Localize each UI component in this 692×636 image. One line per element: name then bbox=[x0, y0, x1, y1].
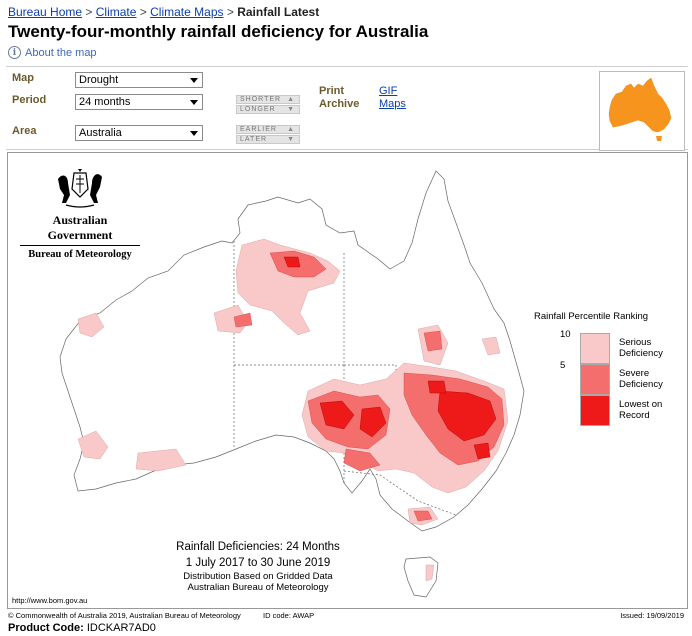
record-region-nt bbox=[283, 256, 301, 268]
severe-region-gippsland bbox=[413, 510, 433, 522]
map-controls: Map Drought Period 24 months Area Austra… bbox=[6, 66, 688, 151]
print-archive-label: Print Archive bbox=[319, 85, 359, 111]
chevron-down-icon bbox=[190, 131, 198, 136]
coat-of-arms-icon bbox=[58, 169, 102, 208]
serious-region-qld-coast bbox=[481, 336, 501, 356]
legend-label-record: Lowest on Record bbox=[619, 399, 663, 421]
legend-label-serious: Serious Deficiency bbox=[619, 337, 663, 359]
serious-region-sa-south bbox=[135, 448, 187, 472]
caption-title: Rainfall Deficiencies: 24 Months bbox=[176, 541, 340, 553]
legend-tick-10: 10 bbox=[560, 329, 571, 340]
about-map-link[interactable]: i About the map bbox=[8, 46, 97, 59]
breadcrumb-climate[interactable]: Climate bbox=[95, 5, 137, 19]
bom-url: http://www.bom.gov.au bbox=[12, 596, 88, 605]
maps-link[interactable]: Maps bbox=[379, 98, 406, 110]
australia-map bbox=[59, 170, 525, 598]
period-select[interactable]: 24 months bbox=[75, 94, 203, 110]
map-select[interactable]: Drought bbox=[75, 72, 203, 88]
map-label: Map bbox=[12, 72, 34, 84]
severe-region-nt-b bbox=[233, 312, 253, 328]
map-select-value: Drought bbox=[79, 74, 119, 86]
legend-swatch-severe bbox=[580, 364, 610, 395]
info-icon: i bbox=[8, 46, 21, 59]
longer-button[interactable]: LONGER ▼ bbox=[236, 105, 300, 114]
record-region-nsw-west bbox=[359, 406, 387, 438]
period-select-value: 24 months bbox=[79, 96, 131, 108]
earlier-button[interactable]: EARLIER ▲ bbox=[236, 125, 300, 134]
chevron-down-icon bbox=[190, 78, 198, 83]
breadcrumb-climate-maps[interactable]: Climate Maps bbox=[150, 5, 224, 19]
severe-region-sa-gulf bbox=[343, 448, 381, 472]
agency-logo: Australian Government Bureau of Meteorol… bbox=[20, 167, 140, 260]
legend-tick-5: 5 bbox=[560, 360, 566, 371]
area-select[interactable]: Australia bbox=[75, 125, 203, 141]
area-label: Area bbox=[12, 125, 37, 137]
breadcrumb-separator: > bbox=[226, 5, 234, 19]
shorter-label: SHORTER bbox=[240, 96, 282, 103]
breadcrumb: Bureau Home > Climate > Climate Maps > R… bbox=[8, 5, 319, 19]
record-region-nsw-east bbox=[437, 390, 497, 442]
issued-date: Issued: 19/09/2019 bbox=[620, 611, 684, 620]
period-label: Period bbox=[12, 94, 47, 106]
serious-region-wa-pilbara bbox=[77, 312, 105, 338]
copyright-text: © Commonwealth of Australia 2019, Austra… bbox=[8, 611, 241, 620]
chevron-up-icon: ▲ bbox=[287, 96, 295, 103]
serious-region-tasmania bbox=[425, 564, 435, 582]
earlier-label: EARLIER bbox=[240, 126, 277, 133]
legend-title: Rainfall Percentile Ranking bbox=[534, 311, 649, 322]
page-title: Twenty-four-monthly rainfall deficiency … bbox=[8, 22, 429, 41]
severe-region-qld bbox=[423, 330, 443, 352]
caption-period: 1 July 2017 to 30 June 2019 bbox=[185, 557, 331, 569]
chevron-up-icon: ▲ bbox=[287, 126, 295, 133]
rainfall-deficiency-map: Australian Government Bureau of Meteorol… bbox=[7, 152, 688, 609]
shorter-button[interactable]: SHORTER ▲ bbox=[236, 95, 300, 104]
record-region-nsw-coast bbox=[473, 442, 491, 460]
product-code-value: IDCKAR7AD0 bbox=[86, 622, 156, 634]
print-archive-links: GIF Maps bbox=[379, 85, 406, 111]
agency-bureau: Bureau of Meteorology bbox=[28, 249, 132, 260]
agency-government: Australian Government bbox=[20, 213, 140, 246]
area-select-value: Australia bbox=[79, 127, 122, 139]
id-code-text: ID code: AWAP bbox=[263, 611, 315, 620]
tasmania-outline bbox=[403, 556, 439, 598]
map-caption: Rainfall Deficiencies: 24 Months 1 July … bbox=[128, 541, 388, 593]
about-map-label[interactable]: About the map bbox=[25, 46, 97, 59]
longer-label: LONGER bbox=[240, 106, 276, 113]
legend-swatch-serious bbox=[580, 333, 610, 364]
serious-region-wa-south bbox=[77, 430, 109, 460]
breadcrumb-current: Rainfall Latest bbox=[237, 5, 320, 19]
record-region-qld bbox=[427, 380, 447, 394]
australia-thumbnail-icon bbox=[608, 77, 672, 141]
product-code: Product Code: IDCKAR7AD0 bbox=[8, 622, 156, 634]
caption-source: Australian Bureau of Meteorology bbox=[187, 582, 329, 593]
gif-link[interactable]: GIF bbox=[379, 85, 398, 97]
product-code-label: Product Code: bbox=[8, 622, 84, 634]
breadcrumb-bureau-home[interactable]: Bureau Home bbox=[8, 5, 83, 19]
breadcrumb-separator: > bbox=[85, 5, 93, 19]
caption-distribution: Distribution Based on Gridded Data bbox=[183, 571, 333, 582]
later-button[interactable]: LATER ▼ bbox=[236, 135, 300, 144]
chevron-down-icon: ▼ bbox=[287, 136, 295, 143]
australia-thumbnail[interactable] bbox=[599, 71, 685, 151]
later-label: LATER bbox=[240, 136, 268, 143]
print-label: Print bbox=[319, 85, 345, 97]
archive-label: Archive bbox=[319, 98, 360, 110]
chevron-down-icon bbox=[190, 100, 198, 105]
record-region-sa bbox=[319, 400, 355, 430]
legend-swatch-record bbox=[580, 395, 610, 426]
legend-label-severe: Severe Deficiency bbox=[619, 368, 663, 390]
breadcrumb-separator: > bbox=[139, 5, 147, 19]
map-footer: © Commonwealth of Australia 2019, Austra… bbox=[8, 611, 688, 620]
chevron-down-icon: ▼ bbox=[287, 106, 295, 113]
